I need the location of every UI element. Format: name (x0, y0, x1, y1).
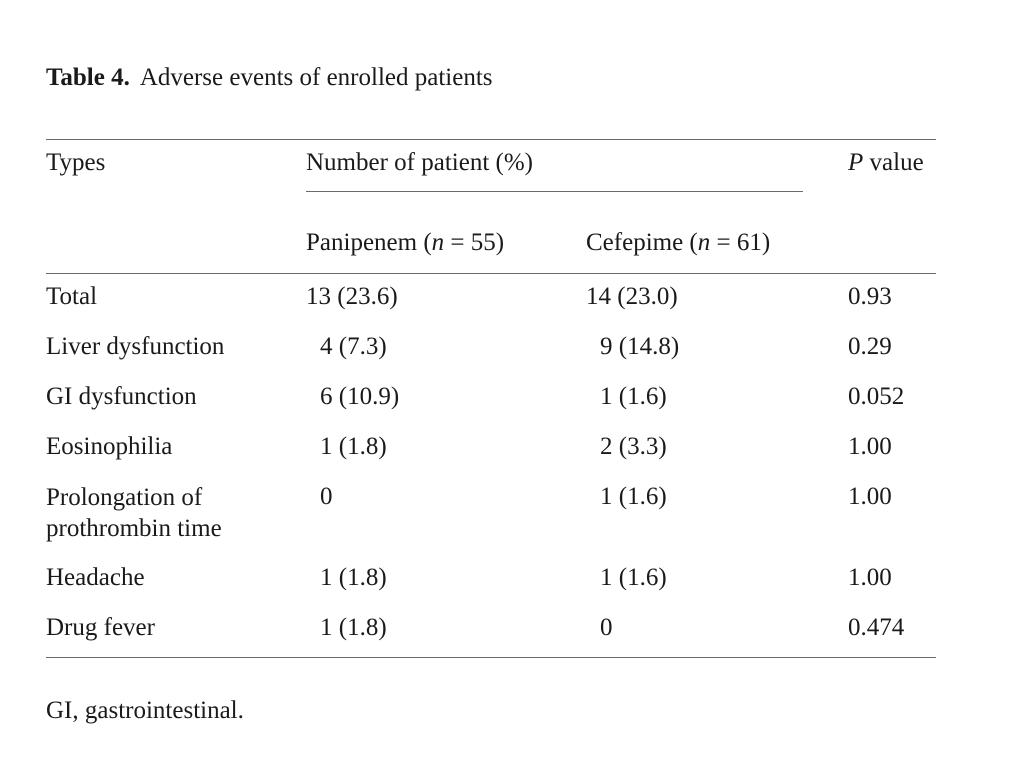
table-footnote: GI, gastrointestinal. (46, 697, 244, 724)
row-gi-cefepime: 1 (1.6) (600, 383, 667, 410)
row-liver-panipenem: 4 (7.3) (320, 333, 387, 360)
header-cefepime: Cefepime (n = 61) (586, 228, 770, 258)
row-eosinophilia-panipenem: 1 (1.8) (320, 433, 387, 460)
row-prothrombin-type-line2: prothrombin time (46, 515, 222, 542)
row-headache-p: 1.00 (848, 564, 892, 591)
row-headache-cefepime: 1 (1.6) (600, 564, 667, 591)
row-headache-type: Headache (46, 564, 145, 591)
row-liver-type: Liver dysfunction (46, 333, 225, 360)
row-gi-panipenem: 6 (10.9) (320, 383, 400, 410)
row-eosinophilia-p: 1.00 (848, 433, 892, 460)
header-p-value-italic: P (848, 149, 864, 176)
row-prothrombin-type-line1: Prolongation of (46, 484, 203, 511)
row-drug-fever-p: 0.474 (848, 614, 905, 641)
table-bottom-rule (46, 657, 936, 658)
header-cefepime-n: n (697, 229, 711, 256)
header-panipenem-count: = 55) (444, 229, 505, 256)
row-drug-fever-panipenem: 1 (1.8) (320, 614, 387, 641)
header-number-of-patient: Number of patient (%) (306, 149, 534, 176)
header-types: Types (46, 149, 106, 176)
header-panipenem: Panipenem (n = 55) (306, 228, 504, 258)
row-total-cefepime: 14 (23.0) (586, 283, 678, 310)
row-gi-p: 0.052 (848, 383, 905, 410)
table-top-rule (46, 139, 936, 140)
row-prothrombin-cefepime: 1 (1.6) (600, 483, 667, 510)
row-gi-type: GI dysfunction (46, 383, 197, 410)
row-total-panipenem: 13 (23.6) (306, 283, 398, 310)
row-prothrombin-panipenem: 0 (320, 483, 333, 510)
header-panipenem-name: Panipenem ( (306, 229, 432, 256)
header-group-rule (306, 191, 803, 192)
row-eosinophilia-cefepime: 2 (3.3) (600, 433, 667, 460)
header-cefepime-name: Cefepime ( (586, 229, 698, 256)
row-eosinophilia-type: Eosinophilia (46, 433, 173, 460)
row-liver-p: 0.29 (848, 333, 892, 360)
row-headache-panipenem: 1 (1.8) (320, 564, 387, 591)
row-drug-fever-cefepime: 0 (600, 614, 613, 641)
header-panipenem-n: n (431, 229, 445, 256)
header-p-value-rest: value (863, 149, 924, 176)
table-caption-label: Table 4. (46, 64, 130, 91)
row-drug-fever-type: Drug fever (46, 614, 155, 641)
header-cefepime-count: = 61) (710, 229, 771, 256)
row-total-p: 0.93 (848, 283, 892, 310)
header-p-value: P value (848, 148, 924, 178)
table-caption: Table 4. Adverse events of enrolled patie… (46, 64, 493, 92)
row-prothrombin-p: 1.00 (848, 483, 892, 510)
row-liver-cefepime: 9 (14.8) (600, 333, 680, 360)
table-caption-title: Adverse events of enrolled patients (139, 64, 493, 91)
table-header-rule (46, 273, 936, 274)
row-total-type: Total (46, 283, 98, 310)
